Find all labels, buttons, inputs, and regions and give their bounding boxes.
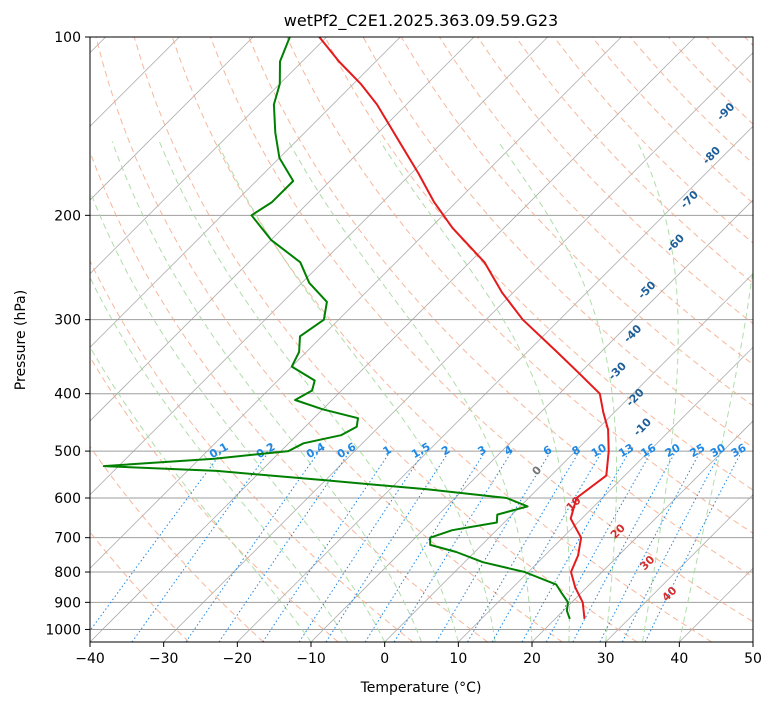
dry-adiabat-line [324,37,753,491]
x-tick-label: 50 [744,651,762,667]
mixing-ratio-line [262,450,392,642]
isotherm-line [90,37,327,275]
isotherm-line [458,346,753,642]
isotherm-line [384,273,753,642]
y-tick-label: 100 [54,30,81,46]
isotherm-line [90,37,475,422]
x-tick-label: 20 [523,651,541,667]
isotherm-line [531,420,753,642]
moist-adiabat-line [216,141,496,642]
dry-adiabat-line [90,445,264,642]
isotherm-line [90,37,622,569]
dry-adiabat-line [95,37,563,642]
moist-adiabat-line [90,276,349,642]
mixing-ratio-line [185,450,320,642]
x-tick-label: 0 [380,651,389,667]
x-tick-label: −40 [75,651,105,667]
dry-adiabat-line [171,37,712,642]
dry-adiabat-line [286,37,753,534]
isotherm-line [163,52,753,642]
x-tick-label: 40 [670,651,688,667]
x-tick-label: −20 [223,651,253,667]
y-tick-label: 400 [54,387,81,403]
isotherm-line [90,37,401,348]
dewpoint-profile-line [102,37,571,620]
moist-adiabat-line [158,141,459,642]
mixing-ratio-line [325,450,450,642]
moist-adiabat-line [636,141,679,642]
mixing-ratio-line [644,450,743,642]
isotherm-line [605,494,753,642]
y-tick-label: 900 [54,595,81,611]
moist-adiabat-line [90,345,312,642]
axes: −40 −30 −20 −10 0 10 20 30 40 50 100 200 300 400 500 60… [45,30,762,667]
y-tick-label: 600 [54,491,81,507]
x-axis-label: Temperature (°C) [360,680,482,696]
dry-adiabat-line [90,356,339,642]
dry-adiabat-line [90,259,414,642]
background-lines [90,37,753,642]
y-axis-label: Pressure (hPa) [13,290,29,390]
moist-adiabat-line [90,189,386,642]
y-tick-label: 1000 [45,622,81,638]
y-tick-label: 300 [54,313,81,329]
profiles [102,37,610,620]
x-tick-label: 10 [449,651,467,667]
mixing-ratio-line [131,450,270,642]
isotherm-line [90,37,548,496]
isotherm-line [90,37,696,642]
moist-adiabat-line [678,265,753,642]
y-tick-label: 200 [54,208,81,224]
moist-adiabat-line [497,141,617,642]
chart-title: wetPf2_C2E1.2025.363.09.59.G23 [284,11,558,31]
x-tick-label: −10 [296,651,326,667]
mixing-ratio-line [218,450,351,642]
mixing-ratio-line [298,450,425,642]
y-tick-label: 700 [54,531,81,547]
mixing-ratio-line [393,450,513,642]
y-tick-label: 800 [54,565,81,581]
temperature-profile-line [318,37,610,620]
mixing-ratio-line [521,450,630,642]
mixing-ratio-line [545,450,653,642]
mixing-ratio-line [572,450,677,642]
moist-adiabat-line [288,141,533,642]
isotherm-line [90,37,254,201]
dry-adiabat-line [133,37,638,642]
x-tick-label: 30 [597,651,615,667]
dry-adiabat-line [210,37,753,623]
moist-adiabat-line [111,141,422,642]
y-tick-label: 500 [54,444,81,460]
dry-adiabat-line [515,37,753,284]
isotherm-line [237,125,753,642]
mixing-ratio-line [90,450,223,632]
dry-adiabat-line [248,37,753,578]
x-tick-label: −30 [149,651,179,667]
moist-adiabat-line [379,141,571,642]
plot-frame [89,36,754,643]
